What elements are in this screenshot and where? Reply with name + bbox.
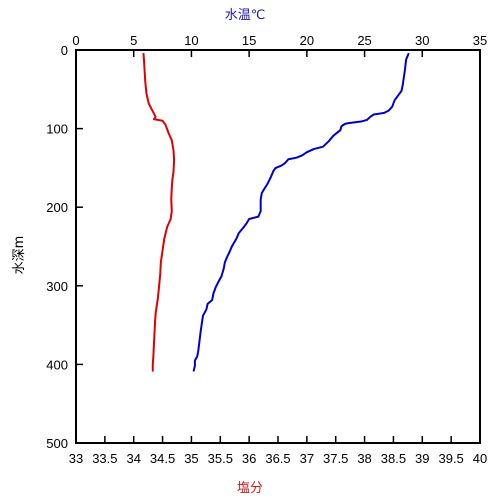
salinity-tick-label: 33 <box>69 451 83 466</box>
depth-tick-label: 500 <box>46 436 68 451</box>
temperature-tick-label: 5 <box>130 33 137 48</box>
depth-axis-title: 水深m <box>12 236 27 275</box>
salinity-tick-label: 39.5 <box>438 451 463 466</box>
salinity-tick-label: 39 <box>415 451 429 466</box>
temperature-axis-title: 水温℃ <box>225 8 266 23</box>
series-lines <box>142 52 410 372</box>
temperature-tick-label: 15 <box>242 33 256 48</box>
salinity-tick-label: 36.5 <box>265 451 290 466</box>
salinity-axis-ticks: 33 33.5 34 34.5 35 35.5 36 36.5 37 37.5 38 38.5 39 39… <box>69 436 487 466</box>
salinity-tick-label: 37 <box>300 451 314 466</box>
salinity-tick-label: 33.5 <box>92 451 117 466</box>
temperature-tick-label: 20 <box>300 33 314 48</box>
temperature-tick-label: 0 <box>72 33 79 48</box>
depth-tick-label: 100 <box>46 122 68 137</box>
salinity-tick-label: 38 <box>357 451 371 466</box>
temperature-tick-label: 25 <box>357 33 371 48</box>
temperature-tick-label: 30 <box>415 33 429 48</box>
salinity-tick-label: 34.5 <box>150 451 175 466</box>
salinity-tick-label: 40 <box>473 451 487 466</box>
temperature-tick-label: 35 <box>473 33 487 48</box>
plot-frame <box>75 49 481 444</box>
salinity-tick-label: 36 <box>242 451 256 466</box>
depth-tick-label: 200 <box>46 200 68 215</box>
depth-axis-ticks: 0 100 200 300 400 500 <box>46 43 83 451</box>
temperature-axis-ticks: 0 5 10 15 20 25 30 35 <box>72 33 487 57</box>
temperature-tick-label: 10 <box>184 33 198 48</box>
salinity-axis-title: 塩分 <box>237 481 263 496</box>
depth-tick-label: 300 <box>46 279 68 294</box>
depth-tick-label: 0 <box>61 43 68 58</box>
salinity-tick-label: 37.5 <box>323 451 348 466</box>
salinity-tick-label: 34 <box>126 451 140 466</box>
depth-tick-label: 400 <box>46 357 68 372</box>
temperature-profile-line <box>192 52 410 372</box>
plot-border <box>75 49 481 444</box>
salinity-tick-label: 35 <box>184 451 198 466</box>
salinity-profile-line <box>142 52 176 372</box>
salinity-tick-label: 38.5 <box>381 451 406 466</box>
salinity-tick-label: 35.5 <box>208 451 233 466</box>
